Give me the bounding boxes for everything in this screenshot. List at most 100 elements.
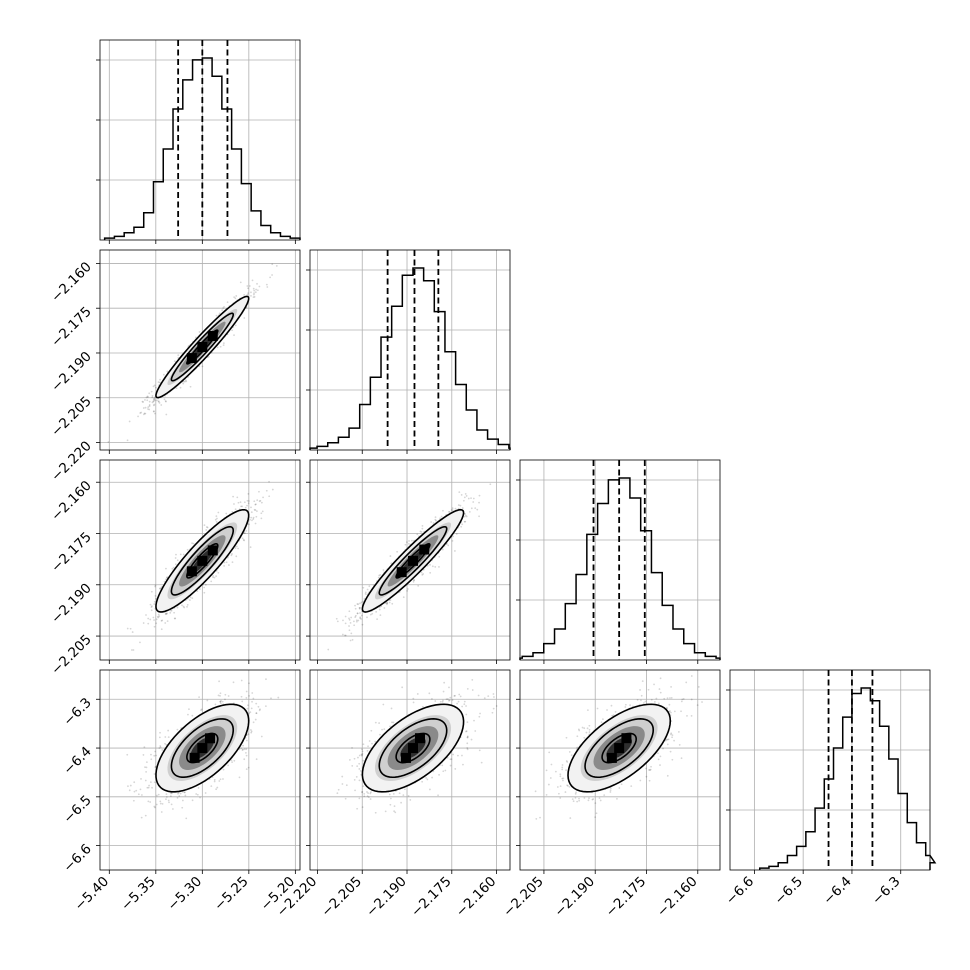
contour-line	[584, 718, 655, 779]
sample-point	[230, 554, 233, 557]
sample-point	[491, 711, 494, 714]
sample-point	[197, 787, 200, 789]
sample-point	[165, 576, 168, 579]
sample-point	[534, 790, 537, 793]
sample-point	[396, 550, 399, 553]
sample-point	[690, 714, 693, 717]
sample-point	[653, 700, 656, 703]
sample-point	[358, 779, 361, 782]
sample-point	[153, 600, 156, 603]
sample-point	[440, 515, 443, 518]
sample-point	[135, 789, 138, 792]
contour-line	[155, 703, 250, 793]
x-tick-label: −2.205	[500, 874, 547, 921]
sample-point	[258, 285, 261, 288]
sample-point	[140, 411, 143, 414]
density-peak	[407, 743, 418, 754]
sample-point	[218, 780, 221, 782]
sample-point	[448, 686, 450, 689]
sample-point	[370, 729, 373, 732]
sample-point	[147, 408, 149, 410]
sample-point	[204, 583, 207, 586]
sample-point	[166, 620, 169, 623]
sample-point	[242, 748, 244, 751]
sample-point	[564, 791, 567, 793]
sample-point	[639, 689, 641, 691]
sample-point	[216, 346, 219, 349]
sample-point	[466, 736, 469, 739]
sample-point	[219, 702, 222, 705]
sample-point	[183, 380, 186, 383]
sample-point	[145, 766, 148, 769]
sample-point	[463, 515, 466, 518]
sample-point	[247, 766, 250, 769]
sample-point	[434, 700, 437, 702]
sample-point	[169, 792, 172, 795]
sample-point	[435, 519, 437, 522]
sample-point	[355, 620, 358, 623]
sample-point	[451, 699, 454, 701]
sample-point	[252, 697, 255, 700]
sample-point	[668, 703, 671, 706]
y-tick-label: −2.190	[48, 580, 95, 627]
panel-frame-2-2	[519, 459, 721, 661]
sample-point	[153, 384, 156, 387]
sample-point	[460, 494, 463, 496]
sample-point	[355, 619, 358, 622]
sample-point	[690, 675, 693, 677]
sample-point	[359, 616, 362, 619]
sample-point	[452, 753, 455, 756]
sample-point	[361, 623, 364, 626]
sample-point	[230, 759, 233, 762]
sample-point	[566, 761, 569, 763]
sample-point	[669, 710, 671, 712]
sample-point	[232, 681, 235, 684]
contour-line	[170, 718, 235, 779]
sample-point	[489, 483, 492, 486]
sample-point	[539, 816, 541, 819]
x-tick-label: −6.3	[869, 874, 903, 908]
sample-point	[254, 291, 257, 294]
sample-point	[361, 791, 363, 794]
sample-point	[561, 766, 564, 769]
sample-point	[549, 777, 552, 779]
sample-point	[233, 334, 235, 337]
sample-point	[592, 798, 595, 800]
sample-point	[254, 503, 257, 506]
sample-point	[176, 606, 179, 609]
sample-point	[154, 766, 157, 769]
sample-point	[670, 711, 672, 714]
sample-point	[588, 731, 591, 733]
sample-point	[142, 407, 145, 409]
sample-point	[224, 698, 226, 701]
sample-point	[235, 545, 238, 548]
sample-point	[199, 796, 201, 799]
sample-point	[164, 742, 166, 745]
sample-point	[233, 503, 235, 505]
sample-point	[386, 603, 388, 606]
sample-point	[146, 395, 149, 398]
contour-line	[378, 718, 448, 779]
panel-ticks	[108, 240, 296, 244]
density-peak	[419, 544, 430, 555]
sample-point	[586, 709, 589, 712]
x-tick-label: −5.40	[72, 874, 113, 915]
sample-point	[343, 634, 346, 637]
sample-point	[220, 699, 222, 702]
sample-point	[166, 370, 169, 373]
sample-point	[145, 396, 148, 399]
sample-point	[495, 705, 498, 707]
sample-point	[129, 784, 132, 787]
sample-point	[670, 696, 673, 699]
sample-point	[404, 543, 407, 546]
panel-frame-0-0	[99, 39, 301, 241]
sample-point	[407, 542, 410, 545]
sample-point	[441, 548, 444, 551]
sample-point	[225, 561, 228, 564]
sample-point	[370, 791, 372, 794]
density-peak	[400, 752, 411, 763]
sample-point	[624, 703, 627, 706]
sample-point	[159, 731, 161, 734]
sample-point	[441, 764, 444, 767]
